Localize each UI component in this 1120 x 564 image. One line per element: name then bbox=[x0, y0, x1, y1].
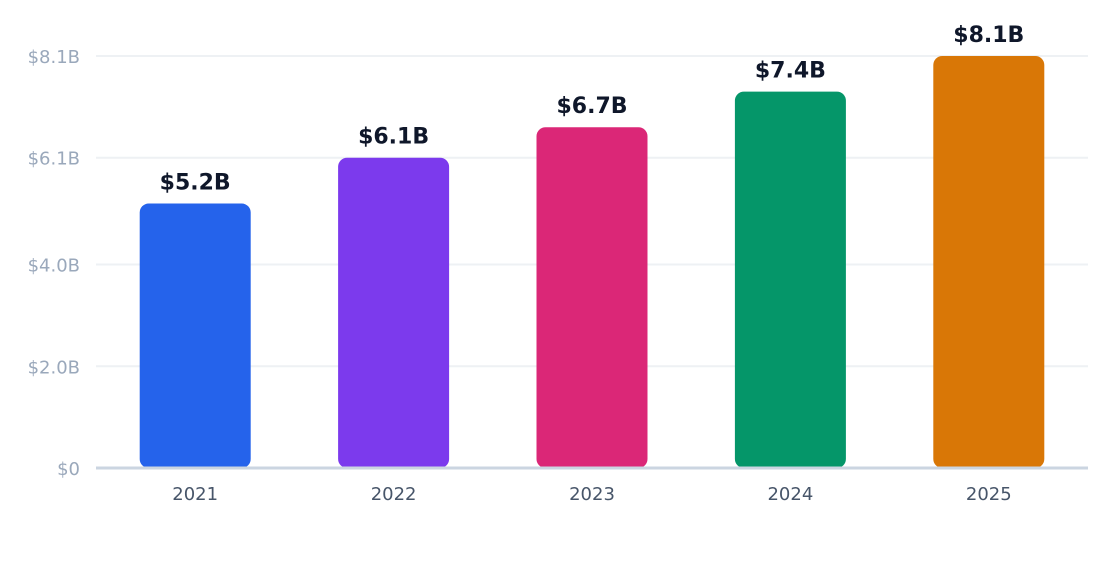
x-tick-label: 2023 bbox=[569, 484, 615, 505]
data-label: $7.4B bbox=[755, 59, 826, 84]
y-tick-label: $6.1B bbox=[28, 149, 80, 170]
y-tick-label: $2.0B bbox=[28, 357, 80, 378]
data-label: $6.7B bbox=[556, 94, 627, 119]
x-tick-label: 2025 bbox=[966, 484, 1012, 505]
bar-2021 bbox=[139, 203, 251, 469]
x-tick-label: 2021 bbox=[172, 484, 218, 505]
bar-2024 bbox=[734, 91, 846, 469]
x-axis: 2021 2022 2023 2024 2025 bbox=[172, 484, 1011, 505]
bar-2023 bbox=[536, 127, 648, 469]
x-tick-label: 2022 bbox=[371, 484, 417, 505]
bars: $5.2B $6.1B $6.7B $7.4B $8.1B bbox=[139, 23, 1045, 469]
y-tick-label: $4.0B bbox=[28, 256, 80, 277]
data-label: $8.1B bbox=[953, 23, 1024, 48]
bar-2025 bbox=[933, 56, 1045, 468]
y-axis: $0 $2.0B $4.0B $6.1B $8.1B bbox=[28, 47, 80, 480]
bar-2022 bbox=[338, 157, 450, 468]
y-tick-label: $0 bbox=[57, 459, 80, 480]
data-label: $6.1B bbox=[358, 125, 429, 150]
data-label: $5.2B bbox=[160, 171, 231, 196]
y-tick-label: $8.1B bbox=[28, 47, 80, 68]
x-tick-label: 2024 bbox=[767, 484, 813, 505]
